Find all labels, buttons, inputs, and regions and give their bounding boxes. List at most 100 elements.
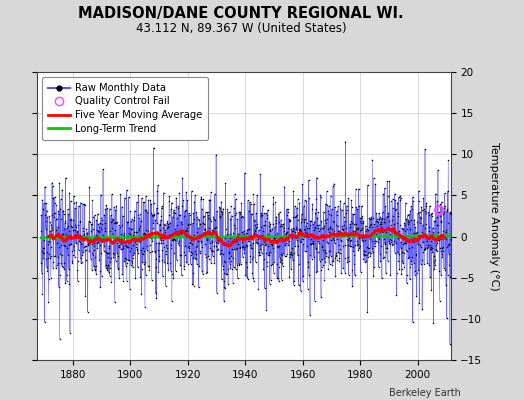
Point: [407, 261, 415, 267]
Point: [414, 267, 422, 274]
Point: [91, 212, 99, 219]
Point: [301, 231, 310, 237]
Point: [350, 261, 358, 267]
Point: [358, 213, 367, 220]
Point: [136, 217, 145, 224]
Point: [79, 227, 88, 234]
Point: [351, 271, 359, 278]
Point: [77, 199, 85, 206]
Point: [351, 272, 359, 278]
Point: [63, 252, 72, 258]
Point: [340, 232, 348, 238]
Point: [145, 232, 153, 239]
Point: [265, 250, 273, 256]
Point: [119, 232, 128, 238]
Point: [353, 242, 362, 248]
Point: [286, 251, 294, 257]
Point: [359, 218, 368, 224]
Point: [429, 229, 437, 236]
Point: [121, 255, 129, 261]
Point: [102, 248, 111, 255]
Point: [211, 191, 219, 198]
Point: [230, 204, 238, 211]
Point: [246, 201, 255, 207]
Legend: Raw Monthly Data, Quality Control Fail, Five Year Moving Average, Long-Term Tren: Raw Monthly Data, Quality Control Fail, …: [42, 77, 208, 140]
Point: [118, 246, 127, 252]
Point: [127, 226, 136, 232]
Point: [363, 226, 371, 232]
Point: [204, 253, 212, 259]
Point: [262, 210, 270, 216]
Point: [290, 250, 298, 256]
Point: [254, 240, 262, 247]
Point: [227, 253, 236, 260]
Point: [130, 250, 138, 256]
Point: [78, 236, 86, 242]
Point: [162, 244, 171, 251]
Point: [183, 260, 192, 267]
Point: [446, 236, 455, 243]
Point: [377, 221, 385, 227]
Point: [411, 272, 419, 278]
Point: [360, 252, 368, 258]
Point: [183, 233, 191, 239]
Point: [173, 232, 182, 238]
Point: [75, 234, 83, 240]
Point: [329, 235, 337, 241]
Point: [126, 248, 134, 254]
Point: [381, 239, 390, 245]
Point: [109, 250, 117, 256]
Point: [153, 210, 161, 216]
Point: [374, 234, 382, 240]
Point: [441, 236, 450, 242]
Point: [322, 220, 331, 226]
Point: [362, 232, 370, 238]
Point: [246, 252, 255, 259]
Point: [332, 253, 340, 259]
Point: [212, 243, 221, 249]
Point: [83, 230, 91, 236]
Point: [108, 191, 116, 198]
Point: [243, 230, 251, 236]
Point: [280, 184, 289, 190]
Point: [418, 207, 426, 213]
Point: [436, 218, 445, 224]
Point: [272, 243, 281, 250]
Point: [273, 230, 281, 236]
Point: [354, 185, 363, 192]
Point: [357, 220, 365, 226]
Point: [405, 211, 413, 217]
Point: [346, 242, 354, 249]
Point: [53, 240, 61, 246]
Point: [53, 224, 62, 230]
Point: [147, 277, 156, 284]
Point: [223, 231, 231, 237]
Point: [364, 254, 372, 260]
Point: [168, 270, 176, 277]
Point: [161, 283, 170, 289]
Point: [49, 258, 58, 265]
Point: [422, 202, 431, 209]
Point: [322, 188, 331, 194]
Point: [103, 267, 112, 273]
Point: [330, 237, 339, 243]
Point: [281, 233, 289, 240]
Point: [203, 209, 212, 216]
Point: [239, 246, 248, 252]
Point: [179, 230, 188, 236]
Point: [79, 225, 87, 232]
Point: [228, 265, 236, 272]
Point: [82, 242, 90, 249]
Point: [265, 222, 273, 229]
Point: [119, 235, 128, 241]
Point: [217, 208, 226, 215]
Point: [267, 276, 275, 283]
Point: [110, 238, 118, 244]
Point: [40, 245, 49, 251]
Point: [112, 220, 120, 226]
Point: [270, 235, 279, 241]
Point: [335, 227, 343, 234]
Point: [318, 243, 326, 249]
Point: [139, 199, 147, 206]
Point: [348, 220, 356, 227]
